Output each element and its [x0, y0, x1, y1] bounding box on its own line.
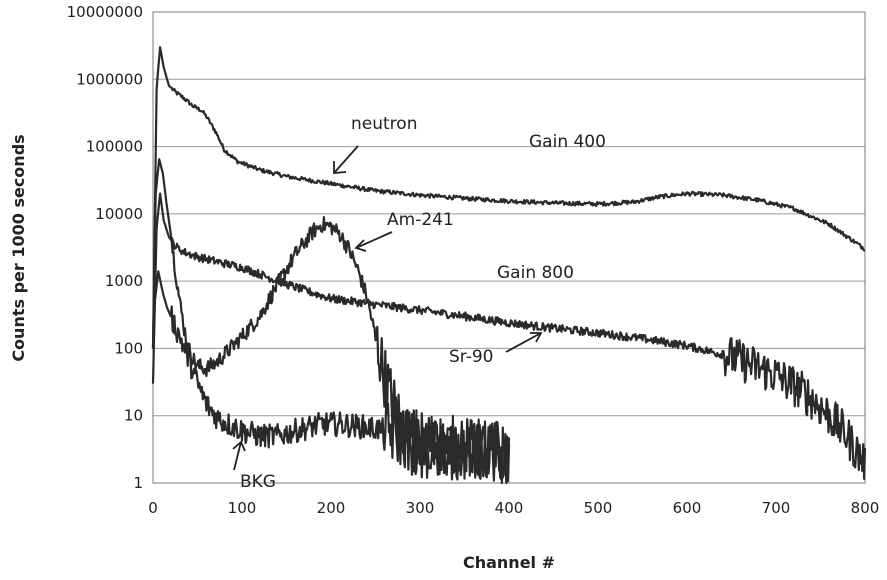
plot-frame: [152, 11, 866, 484]
y-tick-label: 1: [133, 474, 143, 492]
annotation-bkg: BKG: [240, 472, 276, 492]
y-tick-label: 1000000: [76, 70, 143, 88]
annotation-gain-800: Gain 800: [497, 263, 574, 283]
y-tick-label: 10000: [95, 205, 143, 223]
arrow-bkg: [232, 440, 246, 471]
x-tick-label: 400: [495, 499, 524, 517]
arrow-neutron: [333, 145, 359, 174]
x-tick-label: 100: [228, 499, 257, 517]
x-tick-label: 700: [762, 499, 791, 517]
x-tick-label: 0: [148, 499, 158, 517]
x-tick-labels: 0 100 200 300 400 500 600 700 800: [148, 499, 879, 517]
x-tick-label: 200: [317, 499, 346, 517]
annotation-sr-90: Sr-90: [449, 347, 493, 367]
series-line-sr90: [151, 192, 867, 480]
x-tick-label: 600: [673, 499, 702, 517]
annotation-am-241: Am-241: [387, 210, 454, 230]
grid-lines: [153, 11, 865, 484]
y-tick-label: 10: [124, 407, 143, 425]
y-tick-label: 100: [114, 339, 143, 357]
y-tick-label: 1000: [105, 272, 143, 290]
y-tick-label: 100000: [86, 138, 143, 156]
x-axis-label: Channel #: [463, 553, 555, 572]
y-tick-label: 10000000: [67, 3, 143, 21]
annotation-neutron: neutron: [351, 114, 417, 134]
series-line-bkg: [151, 270, 511, 485]
series-line-am241: [151, 158, 511, 483]
annotation-gain-400: Gain 400: [529, 132, 606, 152]
arrow-sr-90: [505, 332, 543, 353]
y-axis-label: Counts per 1000 seconds: [9, 134, 28, 361]
y-tick-labels: 1 10 100 1000 10000 100000 1000000 10000000: [67, 3, 143, 492]
x-tick-label: 500: [584, 499, 613, 517]
arrow-am-241: [354, 231, 393, 252]
x-tick-label: 300: [406, 499, 435, 517]
x-tick-label: 800: [851, 499, 880, 517]
series-line-neutron: [151, 46, 866, 349]
series-group: [151, 46, 867, 485]
